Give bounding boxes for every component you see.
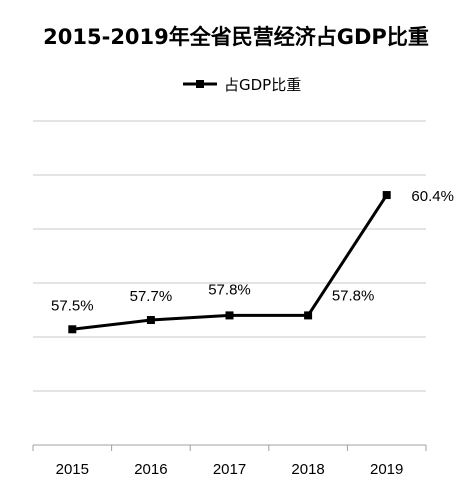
data-label: 57.5% bbox=[51, 297, 94, 314]
data-label: 57.7% bbox=[130, 288, 173, 305]
x-tick-label: 2015 bbox=[56, 461, 89, 478]
data-point-marker bbox=[304, 311, 313, 320]
data-label: 57.8% bbox=[332, 287, 375, 304]
gridlines bbox=[33, 120, 426, 392]
legend: 占GDP比重 bbox=[183, 76, 301, 94]
chart-title: 2015-2019年全省民营经济占GDP比重 bbox=[43, 25, 429, 49]
series-line bbox=[72, 194, 388, 331]
data-point-marker bbox=[225, 311, 234, 320]
data-point-marker bbox=[382, 191, 391, 200]
data-label: 57.8% bbox=[208, 281, 251, 298]
x-axis: 2015 2016 2017 2018 2019 bbox=[32, 444, 427, 478]
x-tick-label: 2019 bbox=[370, 461, 403, 478]
series-line-group bbox=[68, 191, 391, 334]
data-labels: 57.5% 57.7% 57.8% 57.8% 60.4% bbox=[51, 188, 454, 314]
legend-marker-swatch bbox=[196, 80, 204, 88]
data-point-marker bbox=[68, 325, 77, 334]
x-tick-label: 2017 bbox=[213, 461, 246, 478]
x-tick-label: 2018 bbox=[291, 461, 324, 478]
x-tick-label: 2016 bbox=[134, 461, 167, 478]
legend-label: 占GDP比重 bbox=[224, 76, 301, 94]
data-point-marker bbox=[146, 316, 155, 325]
data-label: 60.4% bbox=[411, 188, 454, 205]
